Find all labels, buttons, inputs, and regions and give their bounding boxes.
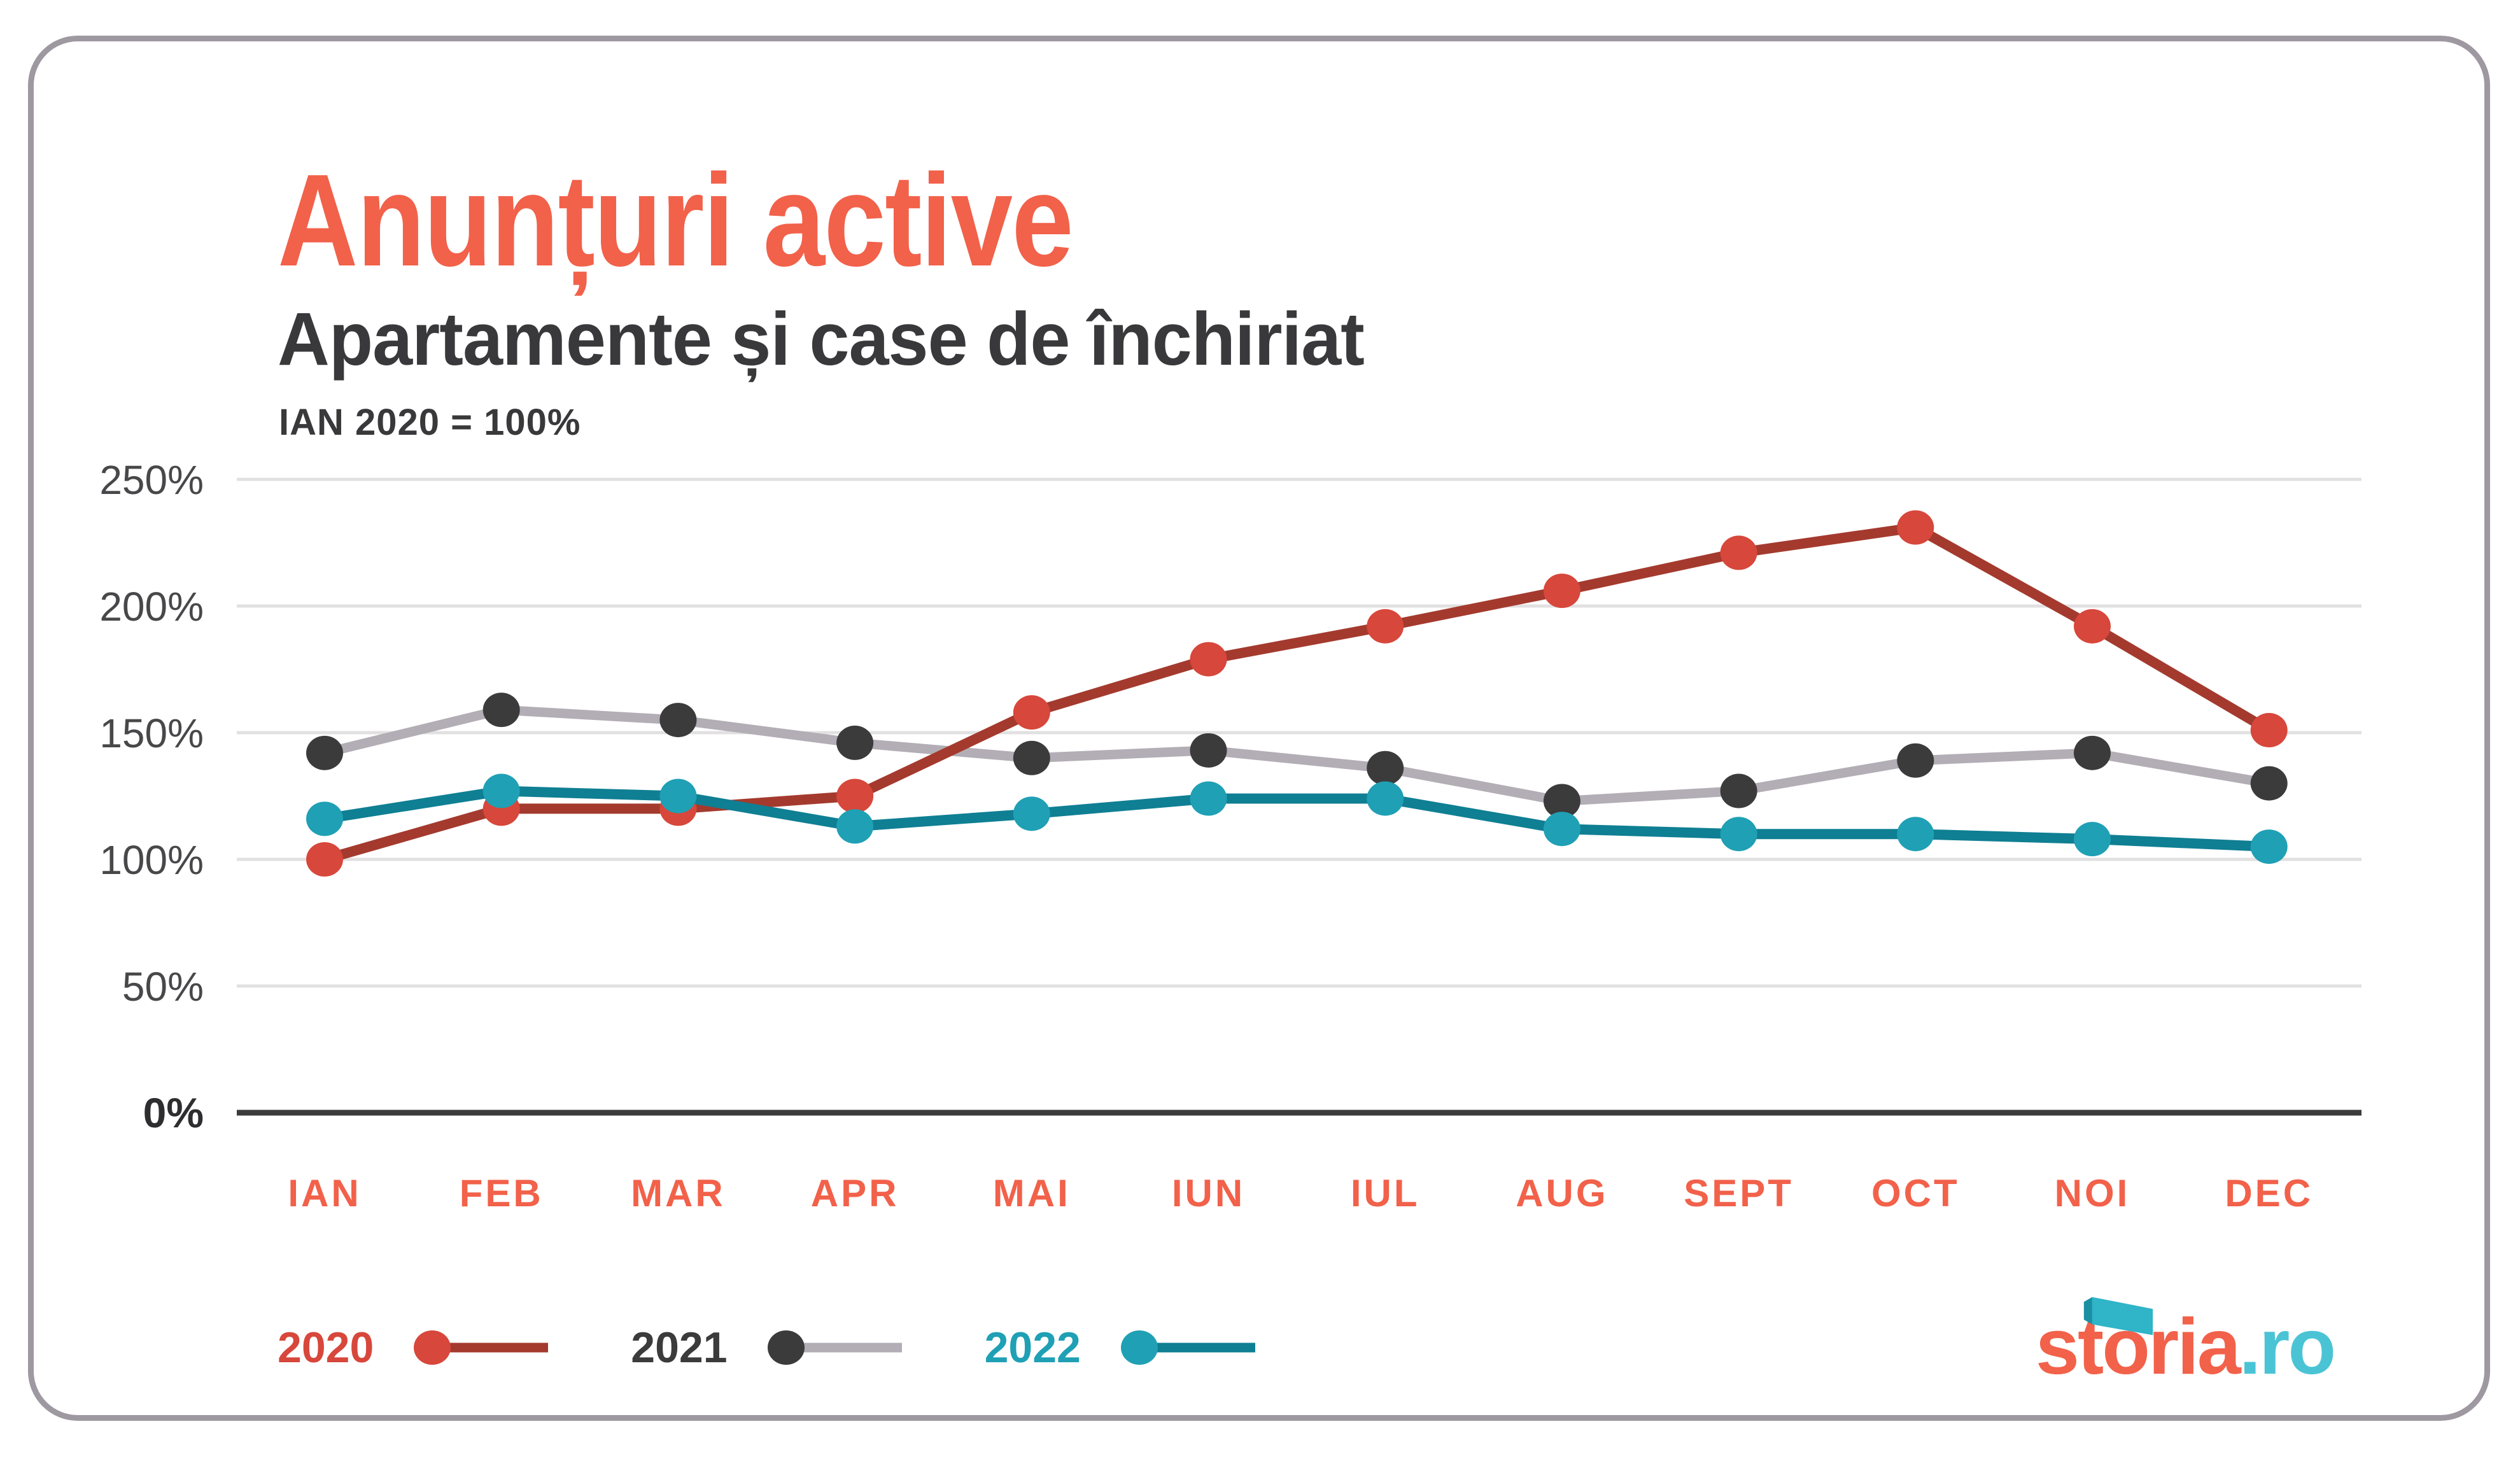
- legend-marker-2021: [767, 1330, 902, 1365]
- legend-label-2022: 2022: [984, 1323, 1081, 1372]
- storia-flag-icon: [2083, 1297, 2153, 1336]
- legend-item-2020: 2020: [278, 1323, 556, 1372]
- legend-marker-2020: [414, 1330, 549, 1365]
- legend-label-2020: 2020: [278, 1323, 374, 1372]
- storia-tld: .ro: [2239, 1303, 2336, 1391]
- legend-item-2021: 2021: [631, 1323, 909, 1372]
- baseline-note: IAN 2020 = 100%: [279, 402, 581, 443]
- infographic-card: Anunțuri active Apartamente și case de î…: [28, 36, 2490, 1421]
- legend-item-2022: 2022: [985, 1323, 1263, 1372]
- page-title: Anunțuri active: [278, 147, 1074, 293]
- page-subtitle: Apartamente și case de închiriat: [278, 297, 1365, 381]
- legend: 2020 2021 2022: [278, 1313, 1263, 1382]
- legend-label-2021: 2021: [631, 1323, 728, 1372]
- storia-logo: storia.ro: [2036, 1297, 2336, 1393]
- legend-marker-2022: [1120, 1330, 1255, 1365]
